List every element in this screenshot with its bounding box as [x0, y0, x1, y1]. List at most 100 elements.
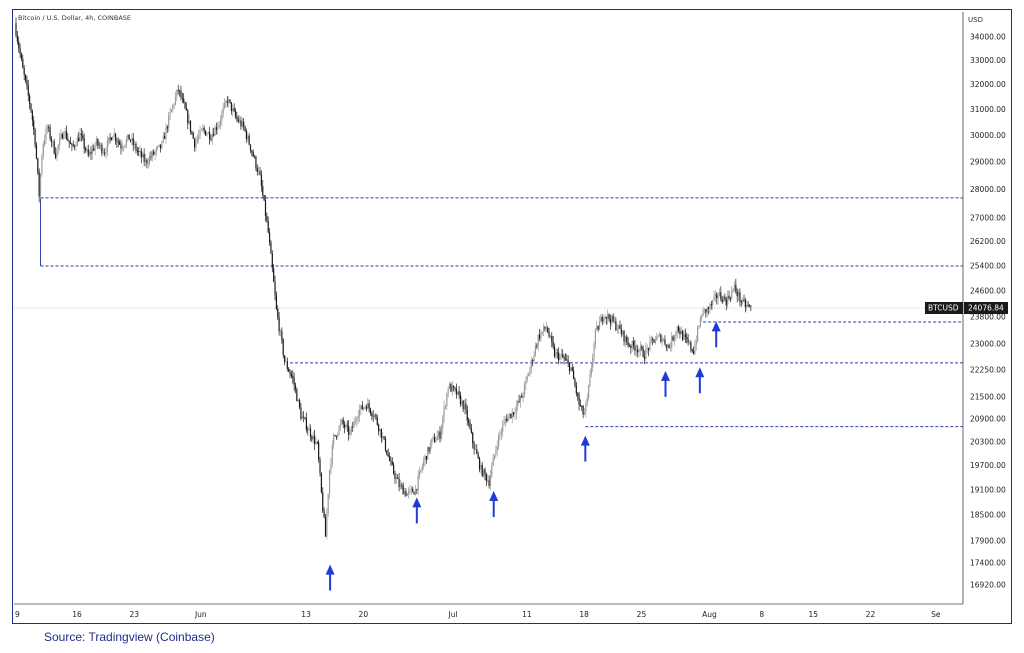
candle-body	[574, 379, 576, 386]
candle-body	[288, 368, 290, 372]
candle-body	[177, 89, 179, 91]
candle-body	[528, 374, 530, 377]
candle-body	[687, 339, 689, 343]
y-tick-label: 34000.00	[970, 33, 1006, 42]
candle-body	[669, 347, 671, 349]
candle-body	[632, 341, 635, 346]
candle-body	[559, 355, 561, 361]
candle-body	[202, 127, 204, 130]
candle-body	[654, 340, 657, 343]
candle-body	[318, 442, 320, 460]
candle-body	[571, 367, 573, 371]
candle-body	[597, 326, 599, 330]
candle-body	[195, 141, 197, 148]
candle-body	[383, 436, 385, 439]
currency-label: USD	[968, 16, 983, 24]
candle-body	[474, 449, 477, 450]
candle-body	[116, 140, 118, 142]
candle-body	[605, 316, 607, 319]
y-tick-label: 23800.00	[970, 313, 1006, 322]
candle-body	[461, 400, 463, 405]
y-tick-label: 19100.00	[970, 485, 1006, 494]
candle-body	[217, 126, 219, 130]
candle-body	[378, 424, 380, 432]
candle-body	[56, 148, 58, 158]
candle-body	[279, 330, 282, 332]
candle-body	[702, 309, 704, 317]
candle-body	[358, 409, 361, 417]
candle-body	[465, 403, 467, 410]
candle-body	[522, 394, 524, 398]
candle-body	[69, 142, 72, 145]
candle-body	[748, 305, 751, 307]
candle-body	[393, 464, 395, 474]
candle-body	[566, 359, 568, 361]
up-arrow-icon	[660, 370, 670, 397]
candle-body	[409, 489, 411, 491]
candle-body	[80, 133, 83, 136]
x-tick-label: 11	[522, 610, 532, 619]
candle-body	[324, 517, 327, 537]
candle-body	[638, 350, 640, 353]
y-tick-label: 21500.00	[970, 392, 1006, 401]
candle-body	[594, 329, 597, 344]
candle-body	[236, 116, 238, 119]
candle-body	[305, 418, 307, 430]
candle-body	[49, 127, 51, 139]
candle-body	[267, 221, 269, 233]
candle-body	[248, 135, 250, 145]
candle-body	[222, 107, 224, 113]
candle-body	[181, 97, 183, 99]
candle-body	[607, 314, 609, 319]
candle-body	[743, 299, 745, 301]
candle-body	[266, 215, 268, 222]
candle-body	[602, 318, 605, 322]
candle-body	[22, 59, 24, 69]
candle-body	[720, 292, 722, 300]
candle-body	[579, 404, 582, 407]
candle-body	[742, 299, 744, 303]
candle-body	[491, 466, 493, 477]
candle-body	[428, 447, 430, 452]
candle-body	[311, 436, 313, 440]
candle-body	[338, 426, 340, 435]
candle-body	[162, 136, 164, 143]
arrow-head	[412, 497, 422, 508]
candle-body	[333, 434, 335, 445]
candle-body	[277, 308, 279, 318]
candle-body	[481, 464, 483, 476]
candle-body	[110, 137, 113, 141]
candle-body	[480, 464, 482, 470]
candle-body	[143, 153, 145, 162]
candle-body	[68, 140, 70, 143]
candle-body	[443, 406, 445, 418]
candle-body	[203, 127, 205, 131]
candle-body	[275, 295, 277, 309]
candle-body	[301, 416, 303, 419]
candle-body	[91, 148, 93, 154]
candle-body	[259, 171, 261, 175]
candle-body	[140, 151, 143, 158]
candle-body	[384, 438, 387, 451]
candle-body	[466, 409, 468, 421]
candle-body	[416, 489, 418, 490]
candle-body	[735, 284, 737, 292]
candle-body	[592, 357, 594, 368]
candle-body	[517, 400, 519, 407]
candle-body	[124, 144, 126, 147]
candle-body	[319, 459, 321, 474]
candle-body	[104, 152, 106, 154]
candle-body	[593, 343, 595, 358]
candle-body	[418, 471, 421, 476]
candle-body	[414, 489, 417, 495]
candle-body	[518, 400, 520, 402]
candle-body	[455, 388, 457, 395]
arrow-head	[711, 321, 721, 332]
candle-body	[744, 300, 746, 308]
candle-body	[199, 130, 201, 136]
x-tick-label: Se	[931, 610, 941, 619]
y-tick-label: 20300.00	[970, 437, 1006, 446]
y-tick-label: 27000.00	[970, 214, 1006, 223]
candle-body	[256, 168, 258, 172]
up-arrow-icon	[489, 491, 499, 518]
